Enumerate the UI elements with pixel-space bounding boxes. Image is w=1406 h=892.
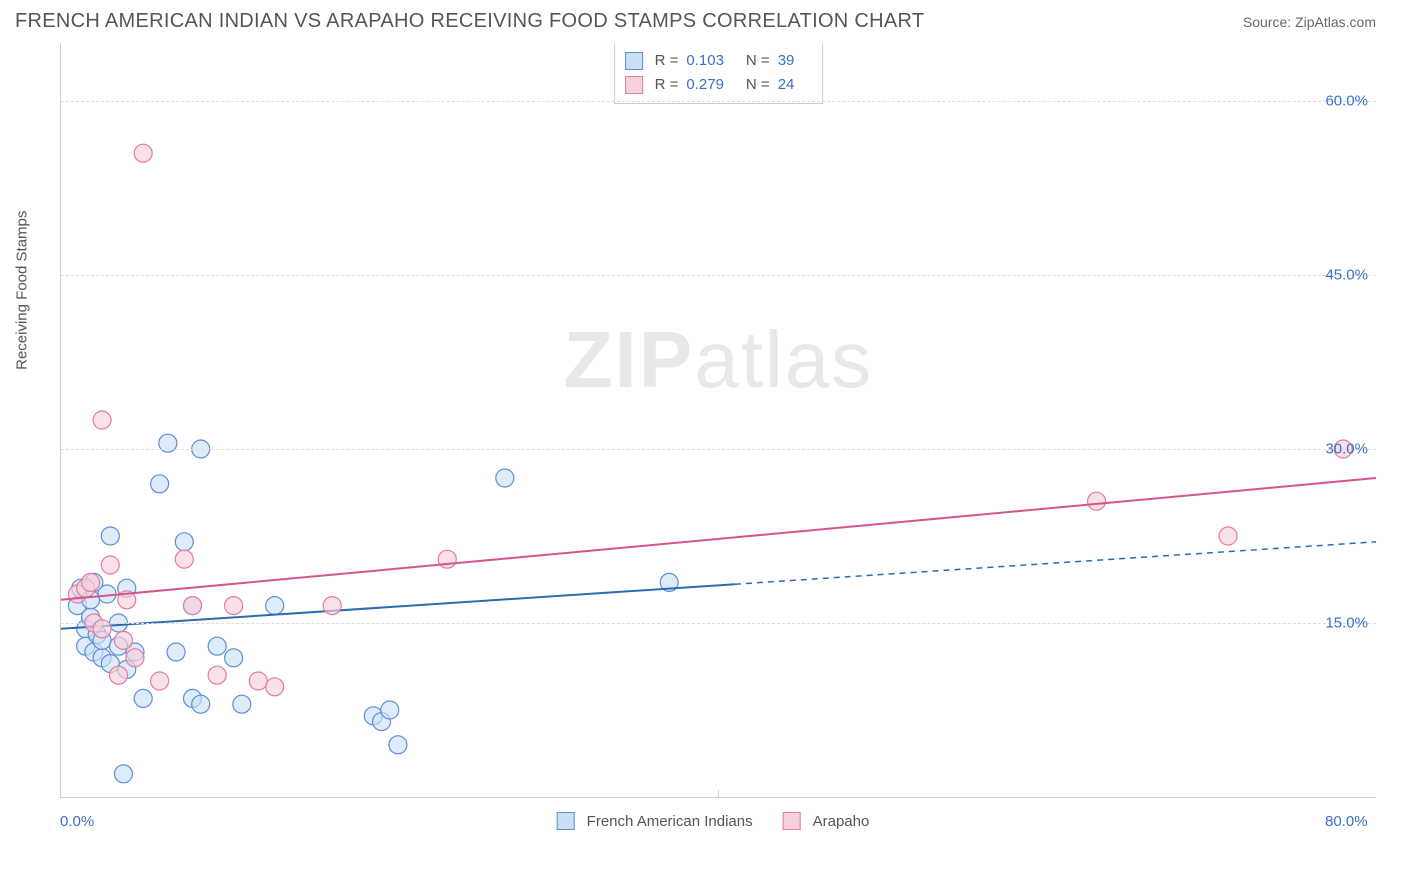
r-value-1: 0.279 [686, 73, 724, 97]
r-label-1: R = [655, 73, 679, 97]
swatch-series-1 [625, 76, 643, 94]
scatter-point [82, 573, 100, 591]
scatter-point [266, 678, 284, 696]
stats-row-series-1: R = 0.279 N = 24 [625, 73, 809, 97]
legend-swatch-1 [783, 812, 801, 830]
trend-line-dashed [735, 542, 1376, 584]
scatter-point [93, 411, 111, 429]
trend-line [61, 478, 1376, 600]
scatter-point [381, 701, 399, 719]
scatter-point [151, 672, 169, 690]
scatter-point [225, 597, 243, 615]
x-tick-label: 80.0% [1325, 813, 1368, 830]
stats-legend-box: R = 0.103 N = 39 R = 0.279 N = 24 [614, 43, 824, 104]
x-tick-label: 0.0% [60, 813, 94, 830]
scatter-point [225, 649, 243, 667]
scatter-point [114, 631, 132, 649]
n-label-0: N = [746, 49, 770, 73]
scatter-point [389, 736, 407, 754]
legend-label-1: Arapaho [813, 813, 870, 830]
scatter-point [175, 550, 193, 568]
scatter-point [167, 643, 185, 661]
scatter-point [233, 695, 251, 713]
swatch-series-0 [625, 52, 643, 70]
scatter-point [114, 765, 132, 783]
chart-title: FRENCH AMERICAN INDIAN VS ARAPAHO RECEIV… [15, 10, 924, 33]
scatter-point [323, 597, 341, 615]
scatter-point [208, 637, 226, 655]
legend-item-1: Arapaho [783, 812, 870, 830]
r-label-0: R = [655, 49, 679, 73]
scatter-point [175, 533, 193, 551]
chart-header: FRENCH AMERICAN INDIAN VS ARAPAHO RECEIV… [0, 0, 1406, 38]
scatter-point [151, 475, 169, 493]
y-tick-label: 30.0% [1325, 441, 1368, 458]
scatter-point [192, 695, 210, 713]
chart-source: Source: ZipAtlas.com [1243, 14, 1376, 30]
scatter-point [266, 597, 284, 615]
scatter-point [249, 672, 267, 690]
legend-swatch-0 [557, 812, 575, 830]
scatter-point [184, 597, 202, 615]
scatter-point [1219, 527, 1237, 545]
scatter-point [101, 556, 119, 574]
scatter-point [1088, 492, 1106, 510]
scatter-point [134, 689, 152, 707]
plot-area: ZIPatlas R = 0.103 N = 39 R = 0.279 N = … [60, 43, 1376, 798]
scatter-point [110, 666, 128, 684]
n-value-0: 39 [778, 49, 795, 73]
bottom-legend: French American Indians Arapaho [557, 812, 870, 830]
y-axis-label: Receiving Food Stamps [14, 210, 31, 369]
scatter-point [496, 469, 514, 487]
legend-item-0: French American Indians [557, 812, 753, 830]
y-tick-label: 60.0% [1325, 93, 1368, 110]
r-value-0: 0.103 [686, 49, 724, 73]
y-tick-label: 45.0% [1325, 267, 1368, 284]
scatter-point [208, 666, 226, 684]
scatter-point [134, 144, 152, 162]
chart-container: Receiving Food Stamps ZIPatlas R = 0.103… [50, 43, 1376, 838]
legend-label-0: French American Indians [587, 813, 753, 830]
y-tick-label: 15.0% [1325, 615, 1368, 632]
n-value-1: 24 [778, 73, 795, 97]
scatter-point [101, 527, 119, 545]
stats-row-series-0: R = 0.103 N = 39 [625, 49, 809, 73]
scatter-point [126, 649, 144, 667]
n-label-1: N = [746, 73, 770, 97]
scatter-plot-svg [61, 43, 1376, 797]
